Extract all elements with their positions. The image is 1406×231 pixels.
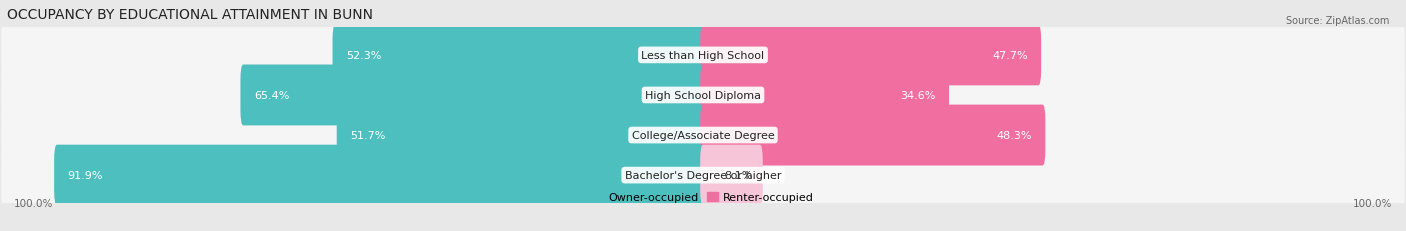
Text: 100.0%: 100.0% bbox=[14, 198, 53, 208]
Text: 51.7%: 51.7% bbox=[350, 131, 385, 140]
Text: Source: ZipAtlas.com: Source: ZipAtlas.com bbox=[1285, 16, 1389, 26]
Text: OCCUPANCY BY EDUCATIONAL ATTAINMENT IN BUNN: OCCUPANCY BY EDUCATIONAL ATTAINMENT IN B… bbox=[7, 8, 373, 22]
Text: 100.0%: 100.0% bbox=[1353, 198, 1392, 208]
Text: 47.7%: 47.7% bbox=[993, 51, 1028, 61]
Text: College/Associate Degree: College/Associate Degree bbox=[631, 131, 775, 140]
FancyBboxPatch shape bbox=[700, 145, 762, 206]
Text: 65.4%: 65.4% bbox=[253, 91, 290, 100]
FancyBboxPatch shape bbox=[53, 145, 706, 206]
Text: High School Diploma: High School Diploma bbox=[645, 91, 761, 100]
FancyBboxPatch shape bbox=[333, 25, 706, 86]
FancyBboxPatch shape bbox=[1, 7, 1405, 104]
Text: 52.3%: 52.3% bbox=[346, 51, 381, 61]
FancyBboxPatch shape bbox=[240, 65, 706, 126]
Text: 91.9%: 91.9% bbox=[67, 170, 103, 180]
FancyBboxPatch shape bbox=[700, 25, 1040, 86]
FancyBboxPatch shape bbox=[700, 105, 1045, 166]
Text: 34.6%: 34.6% bbox=[900, 91, 936, 100]
Text: 8.1%: 8.1% bbox=[724, 170, 754, 180]
FancyBboxPatch shape bbox=[1, 47, 1405, 144]
Text: Bachelor's Degree or higher: Bachelor's Degree or higher bbox=[624, 170, 782, 180]
FancyBboxPatch shape bbox=[1, 87, 1405, 184]
FancyBboxPatch shape bbox=[700, 65, 949, 126]
FancyBboxPatch shape bbox=[337, 105, 706, 166]
Text: 48.3%: 48.3% bbox=[997, 131, 1032, 140]
FancyBboxPatch shape bbox=[1, 127, 1405, 224]
Text: Less than High School: Less than High School bbox=[641, 51, 765, 61]
Legend: Owner-occupied, Renter-occupied: Owner-occupied, Renter-occupied bbox=[588, 187, 818, 207]
